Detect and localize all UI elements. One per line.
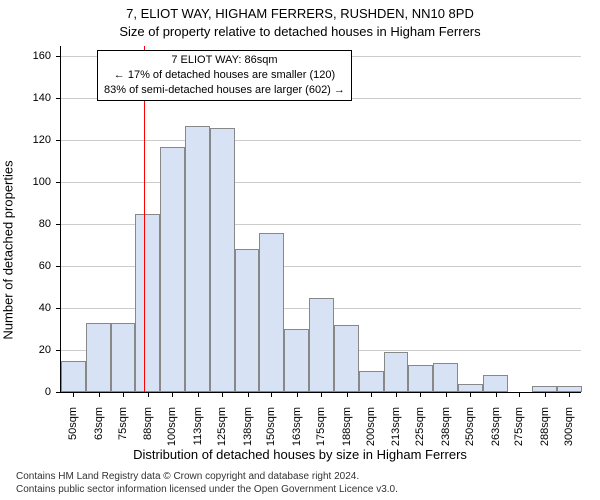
y-tick-mark xyxy=(56,98,61,99)
x-tick-mark xyxy=(496,392,497,397)
x-tick-mark xyxy=(347,392,348,397)
y-tick-label: 160 xyxy=(33,50,51,62)
y-tick-label: 140 xyxy=(33,92,51,104)
x-tick-label: 150sqm xyxy=(265,407,277,446)
x-tick-mark xyxy=(396,392,397,397)
x-tick-mark xyxy=(198,392,199,397)
histogram-bar xyxy=(284,329,309,392)
grid-line xyxy=(61,182,581,183)
footer-line: Contains public sector information licen… xyxy=(16,484,398,497)
footer-line: Contains HM Land Registry data © Crown c… xyxy=(16,471,398,484)
x-tick-label: 188sqm xyxy=(341,407,353,446)
x-tick-label: 225sqm xyxy=(414,407,426,446)
histogram-bar xyxy=(210,128,235,392)
x-tick-label: 213sqm xyxy=(390,407,402,446)
chart-title-line2: Size of property relative to detached ho… xyxy=(0,24,600,39)
x-tick-label: 200sqm xyxy=(365,407,377,446)
y-tick-mark xyxy=(56,266,61,267)
y-tick-mark xyxy=(56,350,61,351)
y-tick-mark xyxy=(56,392,61,393)
chart-container: 7, ELIOT WAY, HIGHAM FERRERS, RUSHDEN, N… xyxy=(0,0,600,500)
x-tick-mark xyxy=(545,392,546,397)
x-tick-label: 163sqm xyxy=(291,407,303,446)
x-tick-label: 250sqm xyxy=(464,407,476,446)
chart-title-line1: 7, ELIOT WAY, HIGHAM FERRERS, RUSHDEN, N… xyxy=(0,6,600,21)
histogram-bar xyxy=(86,323,111,392)
x-tick-mark xyxy=(297,392,298,397)
x-tick-mark xyxy=(271,392,272,397)
annotation-box: 7 ELIOT WAY: 86sqm ← 17% of detached hou… xyxy=(97,50,352,101)
y-tick-label: 40 xyxy=(39,302,51,314)
grid-line xyxy=(61,140,581,141)
y-axis-label: Number of detached properties xyxy=(1,160,16,339)
x-tick-label: 50sqm xyxy=(67,407,79,440)
annotation-line: 83% of semi-detached houses are larger (… xyxy=(104,83,345,98)
histogram-bar xyxy=(160,147,185,392)
x-tick-mark xyxy=(99,392,100,397)
x-tick-label: 88sqm xyxy=(142,407,154,440)
histogram-bar xyxy=(111,323,136,392)
x-tick-label: 125sqm xyxy=(216,407,228,446)
y-tick-label: 80 xyxy=(39,218,51,230)
x-tick-mark xyxy=(470,392,471,397)
y-tick-label: 20 xyxy=(39,344,51,356)
histogram-bar xyxy=(334,325,359,392)
x-tick-mark xyxy=(148,392,149,397)
histogram-bar xyxy=(433,363,458,392)
histogram-bar xyxy=(309,298,334,392)
x-tick-label: 75sqm xyxy=(117,407,129,440)
y-tick-mark xyxy=(56,56,61,57)
x-tick-mark xyxy=(446,392,447,397)
x-tick-mark xyxy=(569,392,570,397)
histogram-bar xyxy=(359,371,384,392)
x-tick-label: 63sqm xyxy=(93,407,105,440)
x-tick-mark xyxy=(248,392,249,397)
x-tick-label: 263sqm xyxy=(490,407,502,446)
y-tick-label: 60 xyxy=(39,260,51,272)
histogram-bar xyxy=(408,365,433,392)
y-tick-mark xyxy=(56,308,61,309)
x-tick-label: 275sqm xyxy=(513,407,525,446)
histogram-bar xyxy=(235,249,260,392)
x-tick-mark xyxy=(519,392,520,397)
footer-attribution: Contains HM Land Registry data © Crown c… xyxy=(16,471,398,496)
histogram-bar xyxy=(259,233,284,392)
histogram-bar xyxy=(135,214,160,392)
x-tick-label: 113sqm xyxy=(192,407,204,445)
annotation-line: 7 ELIOT WAY: 86sqm xyxy=(104,53,345,68)
y-tick-mark xyxy=(56,224,61,225)
annotation-line: ← 17% of detached houses are smaller (12… xyxy=(104,68,345,83)
y-tick-mark xyxy=(56,140,61,141)
histogram-bar xyxy=(61,361,86,392)
x-tick-mark xyxy=(420,392,421,397)
x-axis-label: Distribution of detached houses by size … xyxy=(0,447,600,462)
histogram-bar xyxy=(458,384,483,392)
plot-area: 02040608010012014016050sqm63sqm75sqm88sq… xyxy=(60,46,581,393)
y-tick-label: 0 xyxy=(45,386,51,398)
y-tick-mark xyxy=(56,182,61,183)
x-tick-label: 238sqm xyxy=(440,407,452,446)
x-tick-mark xyxy=(321,392,322,397)
histogram-bar xyxy=(483,375,508,392)
x-tick-mark xyxy=(371,392,372,397)
x-tick-mark xyxy=(222,392,223,397)
x-tick-mark xyxy=(172,392,173,397)
x-tick-label: 100sqm xyxy=(166,407,178,446)
x-tick-mark xyxy=(73,392,74,397)
x-tick-label: 138sqm xyxy=(242,407,254,446)
histogram-bar xyxy=(185,126,210,392)
x-tick-label: 300sqm xyxy=(563,407,575,446)
x-tick-label: 175sqm xyxy=(315,407,327,446)
y-tick-label: 120 xyxy=(33,134,51,146)
x-tick-label: 288sqm xyxy=(539,407,551,446)
y-tick-label: 100 xyxy=(33,176,51,188)
x-tick-mark xyxy=(123,392,124,397)
histogram-bar xyxy=(384,352,409,392)
